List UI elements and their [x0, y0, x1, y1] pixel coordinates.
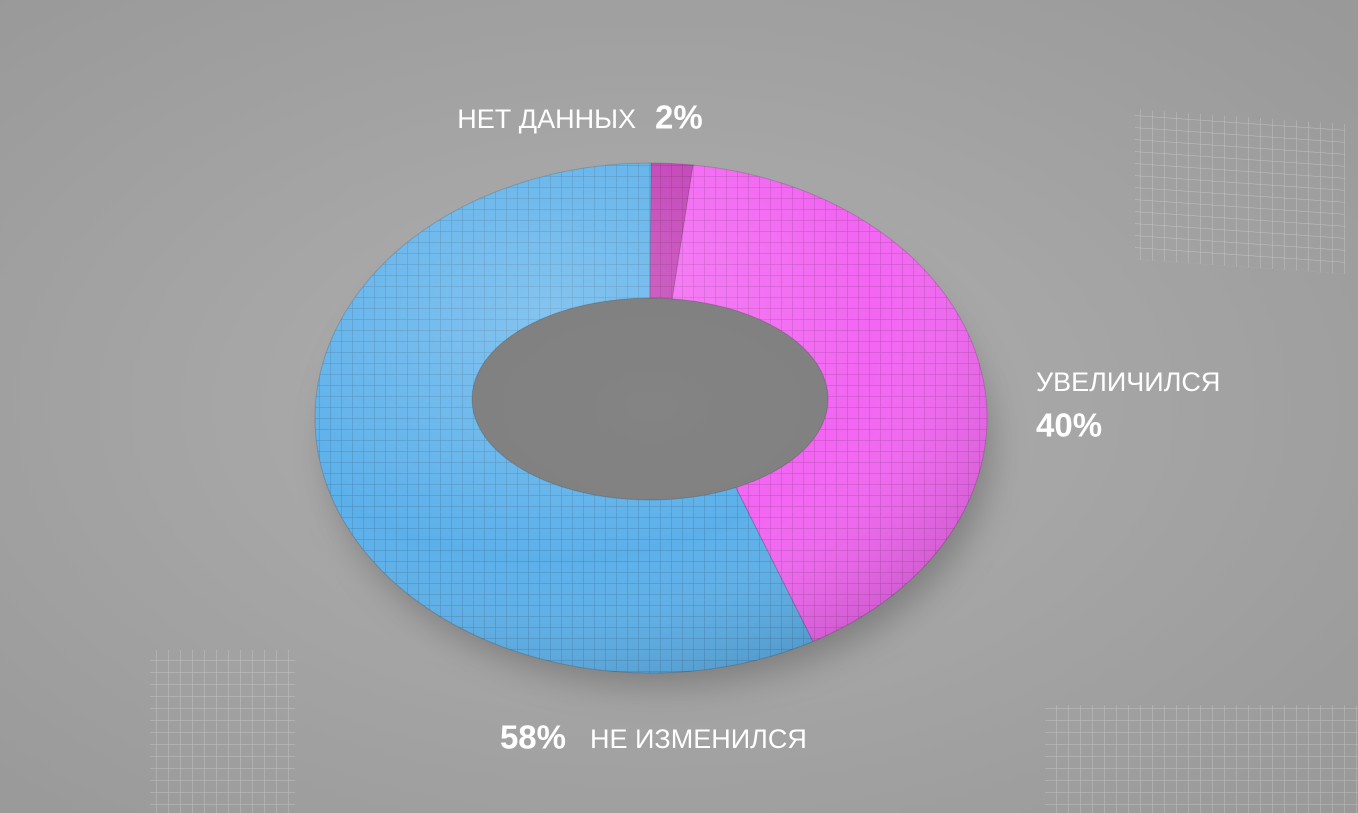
- category-label: НЕ ИЗМЕНИЛСЯ: [590, 724, 807, 754]
- decor-mesh: [150, 650, 295, 813]
- category-label: УВЕЛИЧИЛСЯ: [1036, 367, 1220, 397]
- labels: НЕТ ДАННЫХ 2% УВЕЛИЧИЛСЯ 40% НЕ ИЗМЕНИЛСЯ 58%: [457, 99, 1220, 756]
- value-label: 2%: [655, 99, 703, 136]
- value-label: 58%: [500, 719, 566, 756]
- decor-mesh: [1045, 705, 1358, 813]
- decor-mesh: [1135, 109, 1345, 275]
- value-label: 40%: [1036, 407, 1102, 444]
- category-label: НЕТ ДАННЫХ: [457, 104, 636, 134]
